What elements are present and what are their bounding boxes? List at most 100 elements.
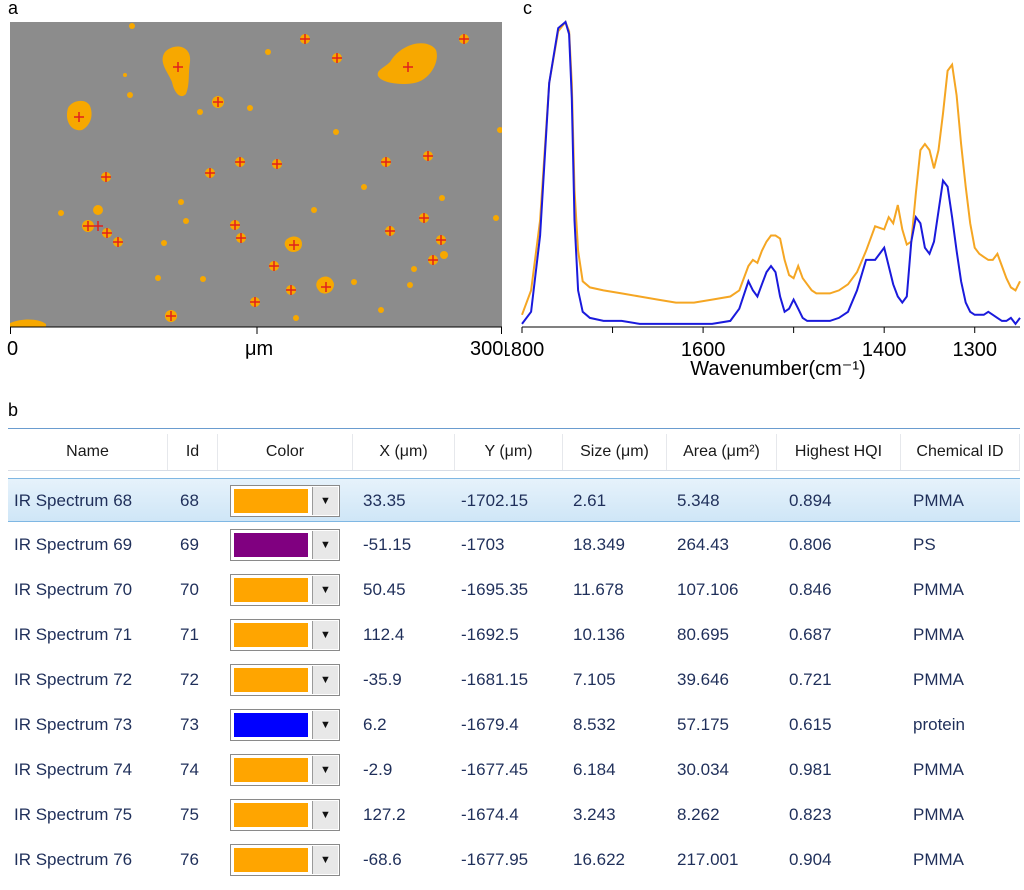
cell-size: 7.105 xyxy=(573,670,616,689)
spectrum-x-tick-label: 1300 xyxy=(952,339,997,361)
color-dropdown[interactable]: ▼ xyxy=(230,529,340,561)
cell-name: IR Spectrum 72 xyxy=(14,670,133,689)
spectrum-x-tick-label: 1400 xyxy=(862,339,907,361)
table-header-y[interactable]: Y (μm) xyxy=(455,434,563,470)
chevron-down-icon[interactable]: ▼ xyxy=(312,846,338,874)
color-dropdown[interactable]: ▼ xyxy=(230,574,340,606)
chevron-down-icon[interactable]: ▼ xyxy=(312,531,338,559)
table-row[interactable]: IR Spectrum 72 72 ▼ -35.9 -1681.15 7.105 39.64… xyxy=(8,658,1020,702)
cell-area: 5.348 xyxy=(677,491,720,510)
cell-name: IR Spectrum 70 xyxy=(14,580,133,599)
cell-y: -1679.4 xyxy=(461,715,519,734)
chevron-down-icon[interactable]: ▼ xyxy=(312,711,338,739)
cell-size: 16.622 xyxy=(573,850,625,869)
cell-y: -1703 xyxy=(461,535,505,554)
chevron-down-icon[interactable]: ▼ xyxy=(312,666,338,694)
cell-y: -1702.15 xyxy=(461,491,529,510)
chevron-down-icon[interactable]: ▼ xyxy=(312,576,338,604)
table-header-color[interactable]: Color xyxy=(218,434,353,470)
particle xyxy=(200,276,206,282)
cell-id: 74 xyxy=(180,760,199,779)
particle xyxy=(316,276,334,294)
table-row[interactable]: IR Spectrum 70 70 ▼ 50.45 -1695.35 11.678 107.… xyxy=(8,568,1020,612)
particle xyxy=(439,195,445,201)
particle xyxy=(58,210,64,216)
cell-x: -51.15 xyxy=(363,535,412,554)
cell-size: 6.184 xyxy=(573,760,616,779)
chevron-down-icon[interactable]: ▼ xyxy=(312,621,338,649)
cell-size: 10.136 xyxy=(573,625,625,644)
color-dropdown[interactable]: ▼ xyxy=(230,709,340,741)
particle xyxy=(247,105,253,111)
particle xyxy=(183,218,189,224)
cell-hqi: 0.904 xyxy=(789,850,832,869)
cell-x: 33.35 xyxy=(363,491,406,510)
particle xyxy=(265,49,271,55)
table-top-border xyxy=(8,428,1020,429)
particle xyxy=(127,92,133,98)
table-header-row: Name Id Color X (μm) Y (μm) Size (μm) Area (μm… xyxy=(8,434,1020,471)
cell-size: 8.532 xyxy=(573,715,616,734)
particle xyxy=(440,251,448,259)
color-dropdown[interactable]: ▼ xyxy=(230,485,340,517)
micrograph-x-max-label: 300 xyxy=(470,338,504,360)
cell-area: 39.646 xyxy=(677,670,729,689)
cell-hqi: 0.687 xyxy=(789,625,832,644)
table-header-x[interactable]: X (μm) xyxy=(353,434,455,470)
table-header-chemical-id[interactable]: Chemical ID xyxy=(901,434,1020,470)
table-row[interactable]: IR Spectrum 75 75 ▼ 127.2 -1674.4 3.243 8.262 0… xyxy=(8,793,1020,837)
color-dropdown[interactable]: ▼ xyxy=(230,799,340,831)
cell-name: IR Spectrum 68 xyxy=(14,491,133,510)
cell-name: IR Spectrum 74 xyxy=(14,760,133,779)
particle xyxy=(129,23,135,29)
micrograph-x-unit-label: μm xyxy=(245,338,274,360)
color-swatch xyxy=(234,668,308,692)
color-swatch xyxy=(234,489,308,513)
chevron-down-icon[interactable]: ▼ xyxy=(312,487,338,515)
table-header-name[interactable]: Name xyxy=(8,434,168,470)
particle xyxy=(311,207,317,213)
particle xyxy=(361,184,367,190)
color-swatch xyxy=(234,713,308,737)
color-dropdown[interactable]: ▼ xyxy=(230,844,340,876)
table-row[interactable]: IR Spectrum 76 76 ▼ -68.6 -1677.95 16.622 217.… xyxy=(8,838,1020,882)
spectrum-x-tick-label: 1800 xyxy=(505,339,544,361)
cell-id: 72 xyxy=(180,670,199,689)
cell-chem: PMMA xyxy=(913,760,964,779)
chevron-down-icon[interactable]: ▼ xyxy=(312,756,338,784)
table-header-id[interactable]: Id xyxy=(168,434,218,470)
cell-area: 217.001 xyxy=(677,850,739,869)
color-dropdown[interactable]: ▼ xyxy=(230,619,340,651)
table-header-area[interactable]: Area (μm²) xyxy=(667,434,777,470)
cell-name: IR Spectrum 75 xyxy=(14,805,133,824)
cell-hqi: 0.823 xyxy=(789,805,832,824)
cell-hqi: 0.846 xyxy=(789,580,832,599)
chevron-down-icon[interactable]: ▼ xyxy=(312,801,338,829)
color-swatch xyxy=(234,848,308,872)
cell-x: 6.2 xyxy=(363,715,387,734)
table-row[interactable]: IR Spectrum 68 68 ▼ 33.35 -1702.15 2.61 5.348 0… xyxy=(8,478,1020,522)
table-header-hqi[interactable]: Highest HQI xyxy=(777,434,901,470)
particle xyxy=(293,315,299,321)
table-row[interactable]: IR Spectrum 69 69 ▼ -51.15 -1703 18.349 264.43… xyxy=(8,523,1020,567)
table-row[interactable]: IR Spectrum 71 71 ▼ 112.4 -1692.5 10.136 80.69… xyxy=(8,613,1020,657)
table-row[interactable]: IR Spectrum 74 74 ▼ -2.9 -1677.45 6.184 30.034… xyxy=(8,748,1020,792)
color-dropdown[interactable]: ▼ xyxy=(230,664,340,696)
cell-id: 68 xyxy=(180,491,199,510)
color-dropdown[interactable]: ▼ xyxy=(230,754,340,786)
color-swatch xyxy=(234,533,308,557)
particle xyxy=(123,73,127,77)
cell-chem: protein xyxy=(913,715,965,734)
cell-id: 75 xyxy=(180,805,199,824)
cell-x: -35.9 xyxy=(363,670,402,689)
table-row[interactable]: IR Spectrum 73 73 ▼ 6.2 -1679.4 8.532 57.175 0.… xyxy=(8,703,1020,747)
cell-x: -68.6 xyxy=(363,850,402,869)
particle-results-table: Name Id Color X (μm) Y (μm) Size (μm) Area (μm… xyxy=(8,428,1020,890)
table-header-size[interactable]: Size (μm) xyxy=(563,434,667,470)
cell-id: 73 xyxy=(180,715,199,734)
particle xyxy=(10,319,46,327)
cell-y: -1674.4 xyxy=(461,805,519,824)
particle xyxy=(378,307,384,313)
panel-label-c: c xyxy=(523,0,532,18)
cell-x: 112.4 xyxy=(363,625,405,644)
